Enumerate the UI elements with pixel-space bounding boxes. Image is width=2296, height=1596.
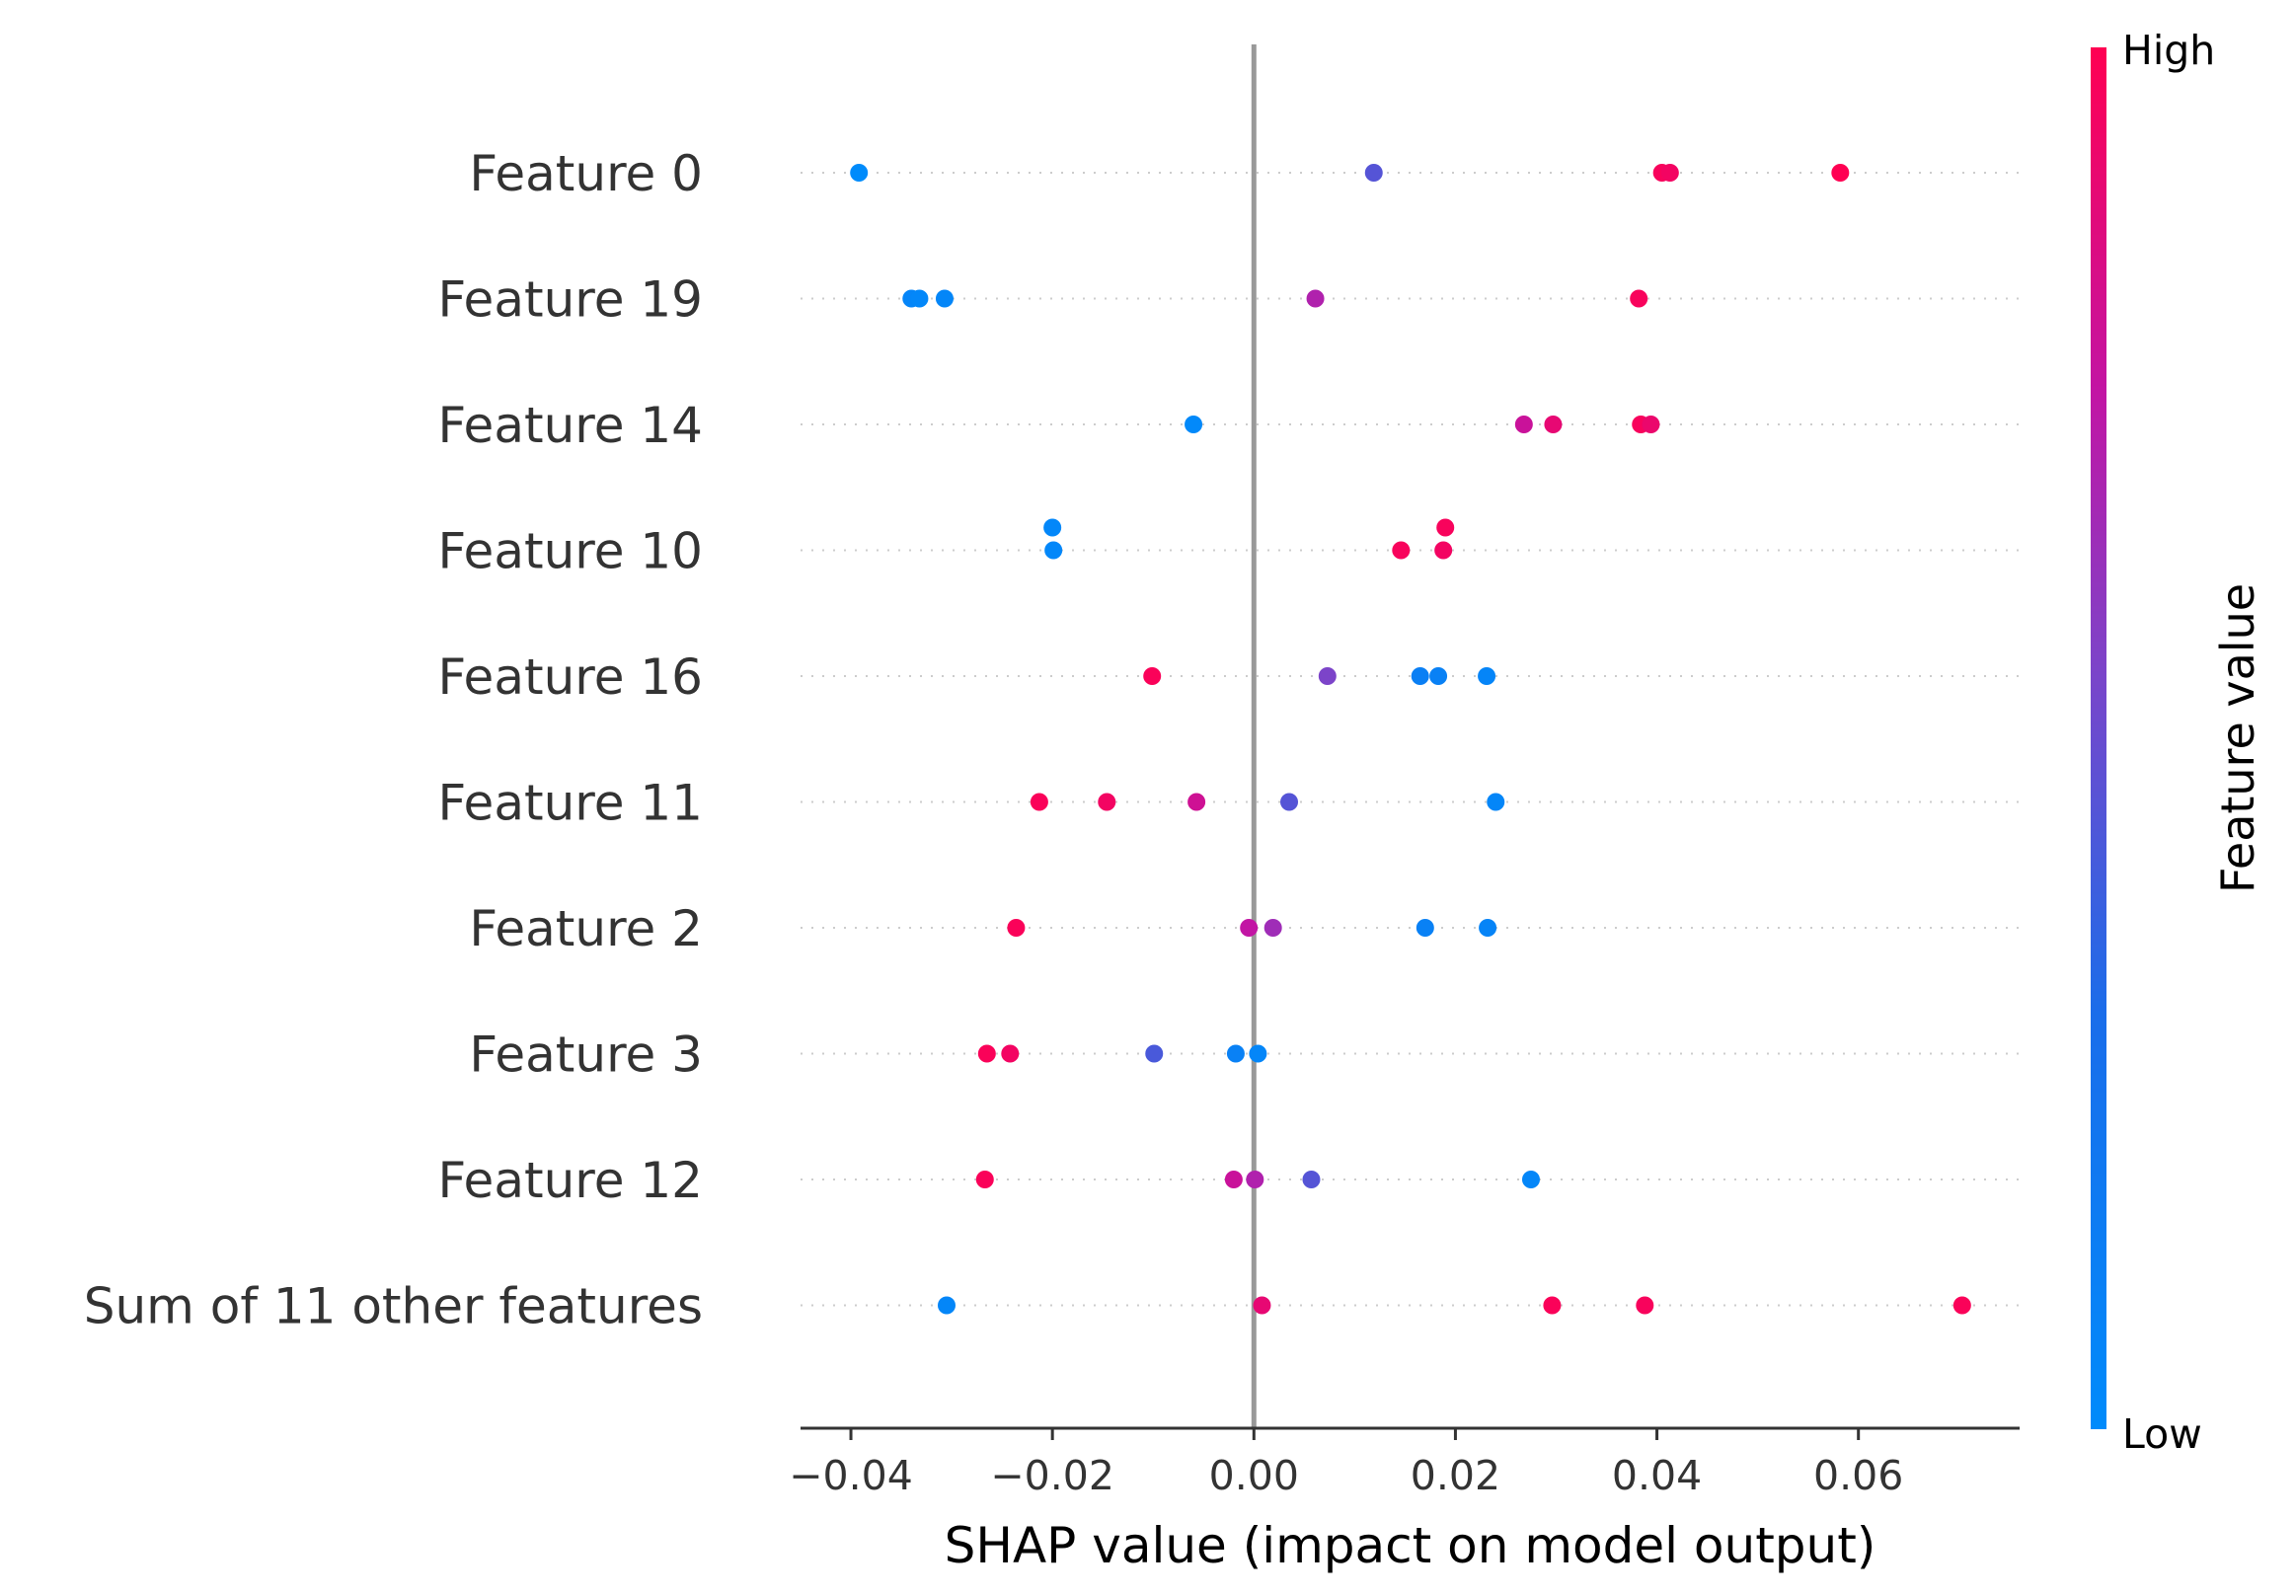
data-point — [1831, 164, 1850, 182]
data-point — [1364, 164, 1383, 182]
feature-labels: Feature 0 Feature 19 Feature 14 Feature 10 F… — [84, 145, 703, 1335]
data-point — [1145, 1044, 1164, 1063]
data-point — [1098, 793, 1116, 811]
data-point — [1044, 541, 1063, 560]
data-point — [1249, 1044, 1267, 1063]
data-point — [1429, 667, 1448, 685]
data-point — [1952, 1296, 1971, 1315]
data-point — [1246, 1171, 1264, 1188]
data-point — [910, 289, 929, 308]
data-point — [1253, 1296, 1271, 1315]
data-point — [1001, 1044, 1020, 1063]
colorbar-title: Feature value — [2211, 583, 2264, 893]
data-point — [1007, 919, 1026, 937]
data-point — [850, 164, 869, 182]
x-axis-title: SHAP value (impact on model output) — [945, 1517, 1876, 1574]
data-point — [1487, 793, 1505, 811]
data-point — [1302, 1171, 1321, 1188]
data-point — [937, 1296, 956, 1315]
data-point — [1642, 416, 1660, 433]
data-point — [1411, 667, 1429, 685]
feature-label: Feature 10 — [438, 523, 703, 580]
data-point — [1416, 919, 1434, 937]
colorbar-gradient — [2091, 47, 2106, 1429]
data-point — [1187, 793, 1206, 811]
data-point — [1306, 289, 1325, 308]
data-point — [1263, 919, 1282, 937]
data-point — [1514, 416, 1533, 433]
data-point — [1630, 289, 1648, 308]
data-point — [1224, 1171, 1243, 1188]
data-point — [1226, 1044, 1245, 1063]
data-point — [1185, 416, 1203, 433]
colorbar: High Low Feature value — [2091, 27, 2264, 1458]
data-point — [1280, 793, 1299, 811]
data-point — [1030, 793, 1048, 811]
x-tick-label: 0.00 — [1209, 1452, 1299, 1499]
data-point — [935, 289, 954, 308]
feature-label: Feature 19 — [438, 271, 703, 329]
x-tick-label: −0.04 — [789, 1452, 913, 1499]
data-point — [975, 1171, 994, 1188]
feature-label: Feature 2 — [469, 900, 703, 957]
feature-label: Feature 16 — [438, 648, 703, 706]
data-point — [1478, 667, 1496, 685]
feature-label: Feature 14 — [438, 397, 703, 454]
feature-label: Feature 3 — [469, 1026, 703, 1084]
data-point — [977, 1044, 996, 1063]
colorbar-low-label: Low — [2122, 1410, 2202, 1458]
x-axis: −0.04 −0.02 0.00 0.02 0.04 0.06 — [789, 1426, 2020, 1499]
data-point — [1543, 1296, 1562, 1315]
data-point — [1436, 518, 1455, 537]
data-point — [1660, 164, 1679, 182]
data-point — [1434, 541, 1453, 560]
x-tick-label: 0.02 — [1411, 1452, 1500, 1499]
x-tick-label: −0.02 — [990, 1452, 1114, 1499]
data-point — [1043, 518, 1062, 537]
data-point — [1143, 667, 1162, 685]
data-point — [1392, 541, 1411, 560]
data-point — [1636, 1296, 1654, 1315]
data-point — [1521, 1171, 1540, 1188]
feature-label: Feature 0 — [469, 145, 703, 202]
data-point — [1318, 667, 1337, 685]
data-point — [1240, 919, 1259, 937]
feature-label: Feature 11 — [438, 775, 703, 832]
feature-label: Feature 12 — [438, 1152, 703, 1209]
data-point — [1479, 919, 1497, 937]
data-point — [1544, 416, 1563, 433]
x-tick-label: 0.06 — [1813, 1452, 1903, 1499]
feature-label: Sum of 11 other features — [84, 1278, 703, 1335]
data-points — [850, 164, 1971, 1315]
colorbar-high-label: High — [2122, 27, 2215, 74]
feature-guide-lines — [801, 172, 2020, 1307]
x-tick-label: 0.04 — [1612, 1452, 1702, 1499]
